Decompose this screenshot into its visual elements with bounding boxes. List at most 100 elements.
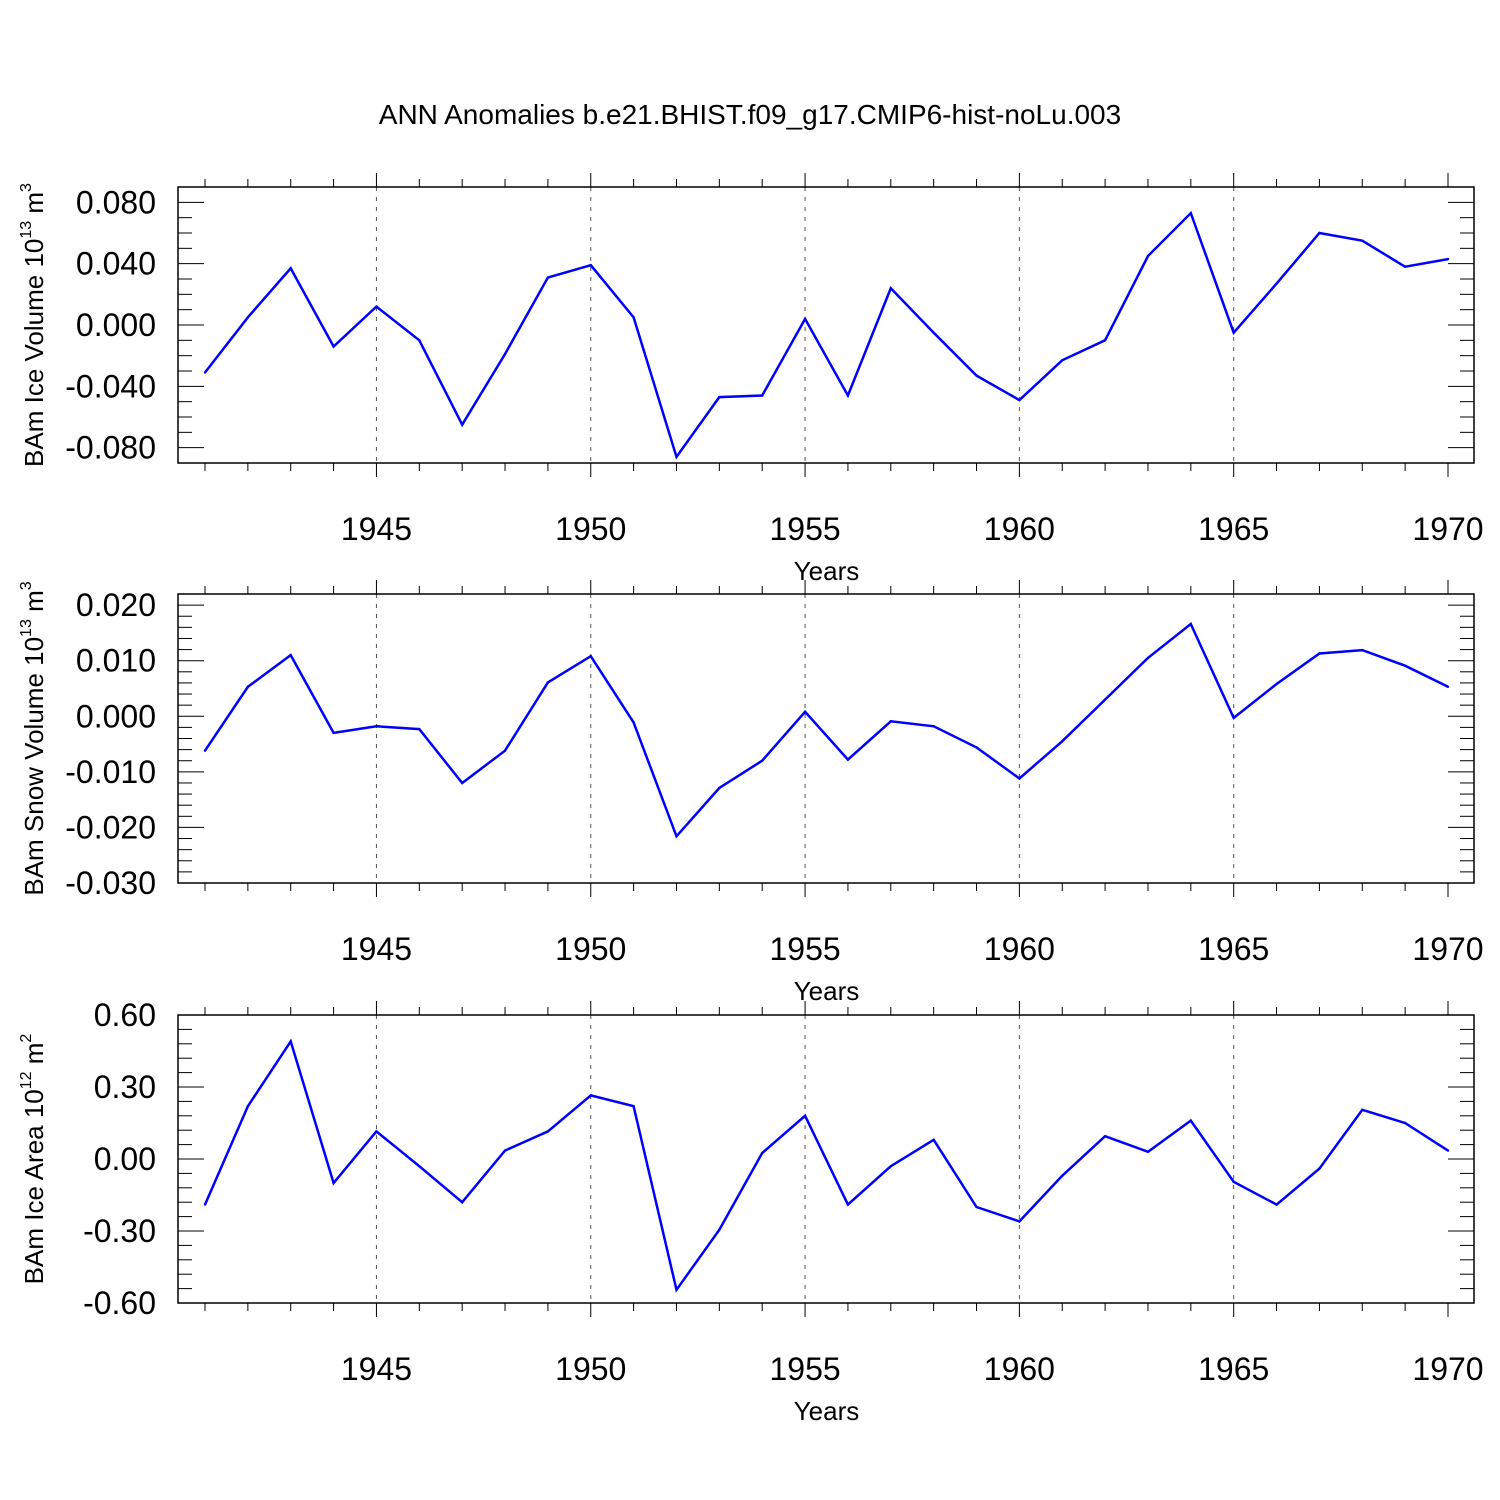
y-tick-label: 0.30: [94, 1069, 156, 1105]
data-point: [803, 710, 807, 714]
data-point: [375, 725, 378, 728]
y-axis-title-exponent: 13: [18, 221, 35, 239]
y-tick-label: -0.010: [65, 754, 156, 790]
y-axis-title-unit: m: [19, 590, 49, 619]
y-axis-title-unit-exponent: 3: [18, 183, 35, 192]
x-tick-labels: 1945 1950 1955 1960 1965 1970: [341, 931, 1484, 967]
data-point: [1361, 239, 1364, 242]
data-point: [889, 1165, 892, 1168]
data-point: [1061, 1174, 1064, 1178]
data-point: [1189, 622, 1193, 626]
plot-frame: [177, 186, 1475, 464]
data-point: [675, 455, 678, 459]
y-tick-label: 0.000: [76, 698, 156, 734]
x-axis-title: Years: [794, 1396, 860, 1426]
data-point: [332, 345, 335, 348]
x-tick-label: 1955: [769, 931, 840, 967]
series-layer: [203, 1038, 1450, 1293]
data-point: [1103, 1135, 1107, 1138]
data-point: [1361, 1108, 1364, 1112]
x-tick-label: 1960: [984, 931, 1055, 967]
data-point: [1189, 211, 1193, 215]
panel-ice-volume: -0.080 -0.040 0.000 0.040 0.080 1945 1950 1955…: [18, 173, 1484, 586]
series-line: [203, 622, 1449, 839]
x-tick-label: 1970: [1412, 511, 1483, 547]
y-tick-label: 0.00: [94, 1141, 156, 1177]
y-tick-label: 0.020: [76, 587, 156, 623]
y-axis-title-unit-exponent: 3: [18, 581, 35, 590]
series-layer: [203, 210, 1450, 460]
data-point: [546, 681, 550, 684]
y-tick-label: -0.60: [83, 1285, 156, 1321]
y-axis-title: BAm Snow Volume 1013 m3: [18, 581, 49, 895]
y-tick-label: 0.040: [76, 246, 156, 282]
data-point: [675, 1288, 678, 1292]
data-point: [975, 374, 978, 377]
data-point: [1275, 682, 1278, 686]
data-point: [289, 1040, 292, 1043]
data-point: [718, 1228, 721, 1232]
data-point: [1061, 740, 1064, 743]
y-tick-label: 0.60: [94, 997, 156, 1033]
data-point: [1103, 339, 1107, 342]
x-tick-label: 1960: [984, 511, 1055, 547]
data-point: [503, 1149, 507, 1152]
data-point: [1446, 685, 1450, 689]
y-tick-labels: -0.60 -0.30 0.00 0.30 0.60: [83, 997, 156, 1321]
data-point: [1103, 698, 1107, 701]
data-point: [1446, 257, 1450, 261]
y-axis-title-main: BAm Ice Volume 10: [19, 239, 49, 467]
data-point: [1189, 1119, 1193, 1122]
data-point: [932, 1138, 935, 1142]
data-point: [1275, 282, 1278, 285]
data-point: [546, 1130, 550, 1133]
data-point: [1232, 716, 1235, 720]
y-axis-title-exponent: 13: [18, 619, 35, 637]
x-tick-label: 1950: [555, 511, 626, 547]
data-point: [1146, 1150, 1150, 1154]
data-point: [418, 727, 421, 731]
x-tick-label: 1950: [555, 931, 626, 967]
data-point: [975, 746, 978, 749]
series-layer: [203, 622, 1450, 839]
data-point: [846, 1203, 850, 1206]
x-tick-labels: 1945 1950 1955 1960 1965 1970: [341, 511, 1484, 547]
y-tick-label: -0.020: [65, 809, 156, 845]
x-tick-label: 1945: [341, 1351, 412, 1387]
data-point: [975, 1205, 978, 1209]
x-tick-label: 1960: [984, 1351, 1055, 1387]
x-tick-label: 1970: [1412, 1351, 1483, 1387]
x-tick-label: 1945: [341, 931, 412, 967]
x-axis-title: Years: [794, 556, 860, 586]
data-point: [460, 781, 464, 785]
data-point: [632, 721, 635, 724]
data-point: [332, 1181, 335, 1185]
data-point: [675, 835, 678, 838]
x-tick-label: 1965: [1198, 511, 1269, 547]
data-point: [246, 316, 250, 319]
data-point: [1018, 777, 1021, 780]
data-point: [289, 653, 292, 657]
data-point: [889, 287, 892, 290]
y-tick-label: -0.080: [65, 430, 156, 466]
data-point: [1146, 254, 1150, 258]
tick-marks: [178, 173, 1474, 477]
data-point: [803, 1114, 807, 1118]
data-point: [1318, 231, 1321, 235]
data-point: [1146, 656, 1150, 660]
data-point: [418, 339, 421, 342]
data-point: [1446, 1149, 1450, 1152]
data-point: [1318, 1167, 1321, 1170]
data-point: [246, 1105, 250, 1108]
data-point: [503, 749, 507, 752]
y-tick-label: -0.30: [83, 1213, 156, 1249]
data-point: [1232, 1180, 1235, 1184]
data-point: [375, 305, 378, 308]
grid-lines: [375, 1015, 1235, 1303]
data-point: [932, 331, 935, 334]
data-point: [1318, 652, 1321, 655]
x-tick-label: 1965: [1198, 1351, 1269, 1387]
data-point: [846, 394, 850, 397]
data-point: [718, 786, 721, 790]
data-point: [589, 264, 592, 267]
